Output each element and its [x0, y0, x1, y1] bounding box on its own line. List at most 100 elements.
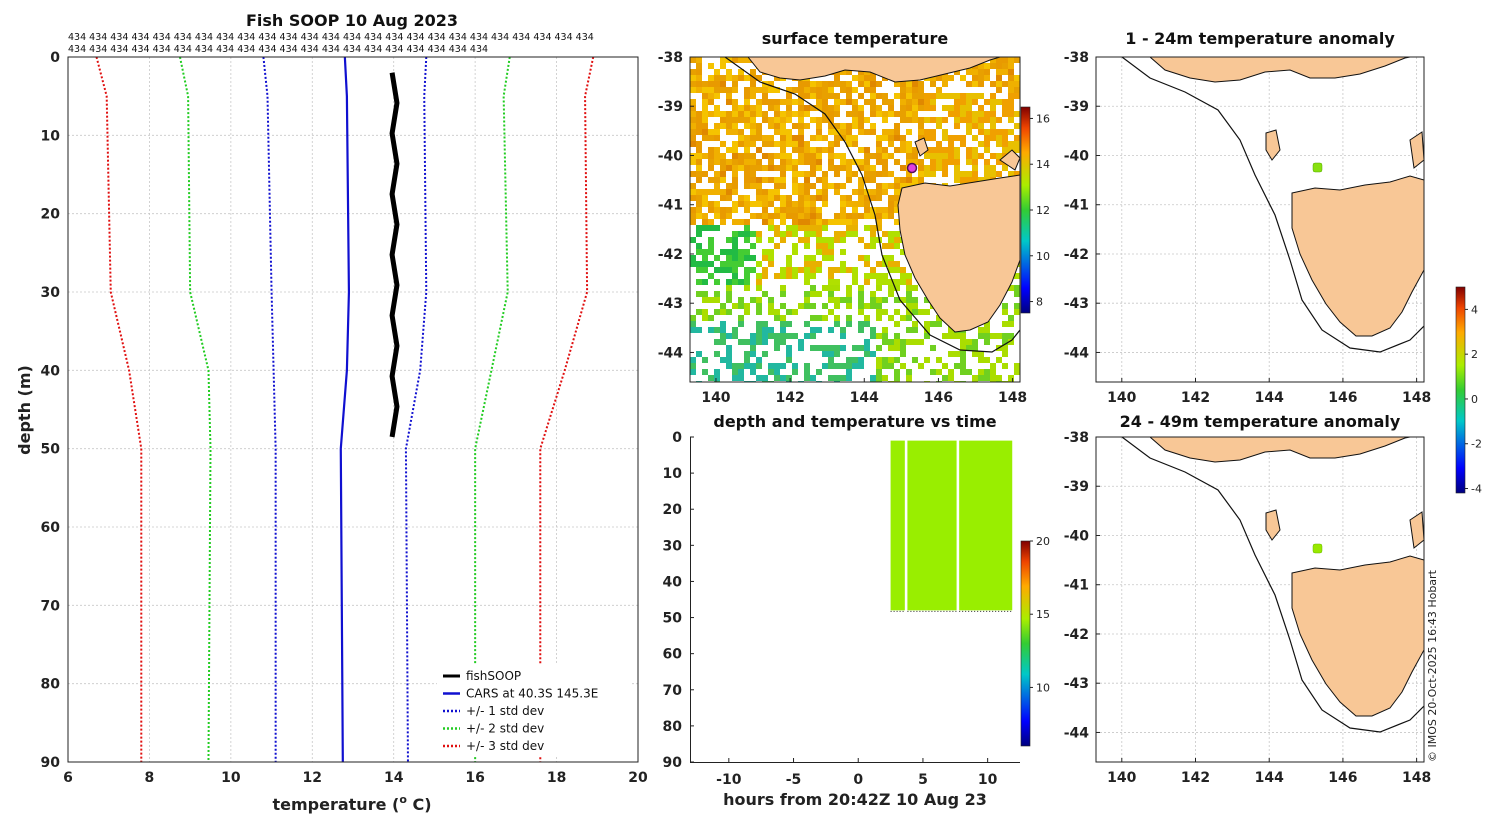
- sst-cell: [714, 183, 720, 189]
- sst-cell: [870, 165, 876, 171]
- sst-cell: [774, 87, 780, 93]
- anomaly-2-shelf-contour: [1121, 437, 1424, 733]
- sst-cell: [744, 357, 750, 363]
- sst-cell: [762, 87, 768, 93]
- sst-cell: [882, 159, 888, 165]
- sst-cell: [966, 69, 972, 75]
- sst-cell: [918, 81, 924, 87]
- sst-cell: [888, 285, 894, 291]
- timeplot-ytick-label: 0: [672, 430, 682, 446]
- sst-cell: [768, 237, 774, 243]
- sst-cell: [978, 333, 984, 339]
- sst-cell: [990, 63, 996, 69]
- sst-cell: [744, 231, 750, 237]
- timeplot-data-block: [890, 440, 905, 611]
- sst-cell: [900, 345, 906, 351]
- sst-cell: [714, 225, 720, 231]
- sst-cell: [906, 315, 912, 321]
- sst-cell: [774, 195, 780, 201]
- sst-cell: [732, 117, 738, 123]
- sst-cell: [990, 135, 996, 141]
- sst-cell: [816, 105, 822, 111]
- sst-cell: [834, 93, 840, 99]
- sst-cell: [810, 333, 816, 339]
- sst-cell: [738, 135, 744, 141]
- sst-cell: [726, 237, 732, 243]
- map-lat-label: -44: [658, 345, 684, 361]
- sst-cell: [732, 207, 738, 213]
- sst-cell: [834, 171, 840, 177]
- sst-field: [690, 57, 1020, 382]
- sst-cell: [990, 363, 996, 369]
- sst-cell: [960, 105, 966, 111]
- sst-cell: [882, 111, 888, 117]
- profile-panel: Fish SOOP 10 Aug 2023 434 434 434 434 43…: [15, 11, 648, 814]
- sst-flinders-island: [999, 149, 1020, 171]
- sst-cell: [822, 243, 828, 249]
- timeplot-xtick-label: -10: [716, 772, 742, 788]
- sst-cell: [900, 141, 906, 147]
- sst-cell: [864, 225, 870, 231]
- sst-cell: [762, 213, 768, 219]
- sst-cell: [996, 333, 1002, 339]
- sst-cell: [780, 147, 786, 153]
- sst-cell: [804, 201, 810, 207]
- sst-cell: [888, 237, 894, 243]
- sst-cell: [798, 267, 804, 273]
- sst-cell: [780, 321, 786, 327]
- sst-cell: [948, 141, 954, 147]
- sst-cell: [810, 327, 816, 333]
- sst-cell: [948, 147, 954, 153]
- sst-cell: [810, 375, 816, 381]
- sst-cell: [1002, 333, 1008, 339]
- sst-cell: [918, 105, 924, 111]
- sst-cell: [726, 159, 732, 165]
- sst-cell: [714, 255, 720, 261]
- sst-cell: [846, 159, 852, 165]
- sst-cell: [726, 261, 732, 267]
- sst-cell: [792, 273, 798, 279]
- sst-cell: [750, 351, 756, 357]
- sst-cell: [948, 105, 954, 111]
- sst-cell: [858, 189, 864, 195]
- sst-cell: [996, 81, 1002, 87]
- sst-cell: [846, 111, 852, 117]
- sst-cell: [774, 111, 780, 117]
- sst-cell: [846, 297, 852, 303]
- anomaly-2-panel: 24 - 49m temperature anomaly 140 142 144 14…: [1064, 412, 1432, 786]
- sst-cell: [690, 81, 696, 87]
- sst-cell: [846, 231, 852, 237]
- sst-cell: [924, 297, 930, 303]
- sst-cell: [756, 273, 762, 279]
- sst-cell: [780, 117, 786, 123]
- sst-cell: [954, 99, 960, 105]
- sst-cell: [894, 189, 900, 195]
- sst-cell: [984, 111, 990, 117]
- profile-counts-row2: 434 434 434 434 434 434 434 434 434 434 …: [68, 44, 488, 55]
- sst-cell: [894, 123, 900, 129]
- sst-cell: [732, 327, 738, 333]
- sst-cell: [906, 327, 912, 333]
- sst-cell: [690, 357, 696, 363]
- sst-cell: [756, 213, 762, 219]
- sst-cell: [1008, 57, 1014, 63]
- sst-cell: [894, 183, 900, 189]
- sst-cell: [720, 219, 726, 225]
- sst-cell: [942, 75, 948, 81]
- sst-cell: [744, 195, 750, 201]
- sst-cell: [816, 159, 822, 165]
- sst-cell: [984, 117, 990, 123]
- sst-cell: [888, 129, 894, 135]
- sst-cell: [1008, 69, 1014, 75]
- sst-cell: [948, 75, 954, 81]
- sst-cell: [756, 75, 762, 81]
- sst-cell: [972, 135, 978, 141]
- sst-cell: [768, 201, 774, 207]
- sst-cell: [702, 309, 708, 315]
- sst-cell: [720, 75, 726, 81]
- sst-cell: [774, 309, 780, 315]
- sst-cell: [1002, 351, 1008, 357]
- sst-cell: [900, 165, 906, 171]
- anomaly-2-title: 24 - 49m temperature anomaly: [1120, 412, 1401, 431]
- sst-cell: [834, 141, 840, 147]
